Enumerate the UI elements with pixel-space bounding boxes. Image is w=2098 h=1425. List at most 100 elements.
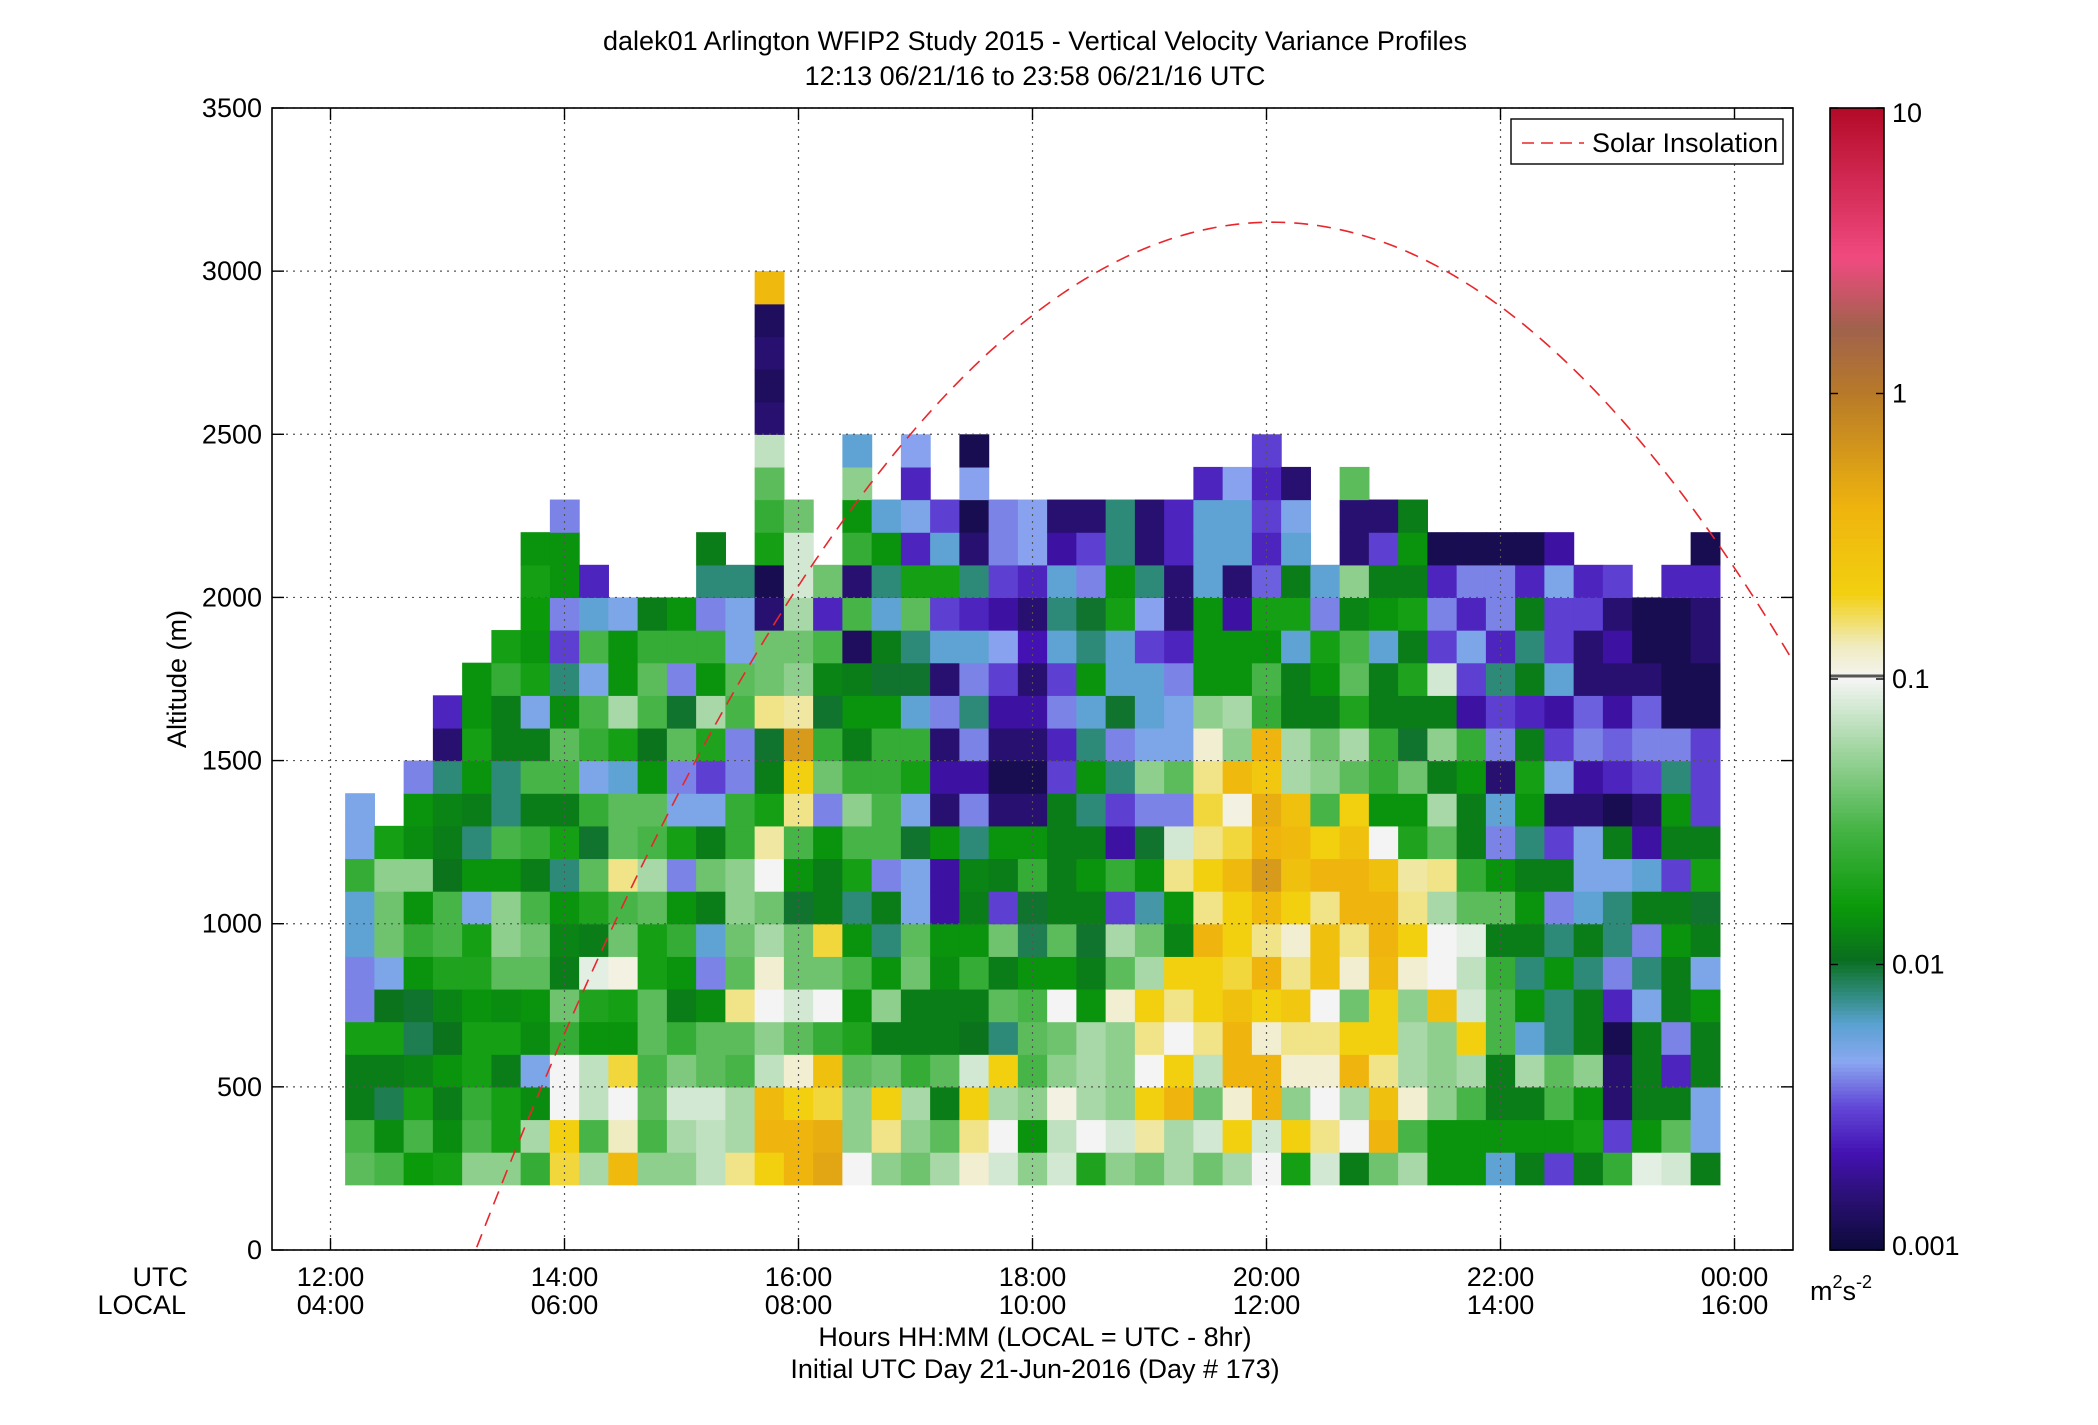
heatmap-cell xyxy=(1515,1086,1545,1121)
colorbar-strip xyxy=(1830,351,1884,357)
x-tick-label-utc: 18:00 xyxy=(999,1262,1067,1292)
heatmap-cell xyxy=(549,499,580,533)
heatmap-cell xyxy=(1047,564,1077,599)
colorbar-strip xyxy=(1830,1227,1884,1232)
colorbar-strip xyxy=(1830,279,1884,284)
heatmap-cell xyxy=(1485,564,1516,599)
colorbar-strip xyxy=(1830,328,1884,334)
colorbar-strip xyxy=(1830,302,1884,307)
heatmap-cell xyxy=(1222,760,1253,794)
heatmap-cell xyxy=(754,662,785,696)
y-tick-label: 3500 xyxy=(202,93,262,123)
colorbar-strip xyxy=(1830,488,1884,494)
heatmap-cell xyxy=(549,597,580,631)
heatmap-cell xyxy=(930,1119,960,1153)
heatmap-cell xyxy=(1339,923,1370,957)
colorbar-strip xyxy=(1830,587,1884,593)
heatmap-cell xyxy=(666,891,697,925)
heatmap-cell xyxy=(1485,825,1516,860)
heatmap-cell xyxy=(1515,597,1545,631)
heatmap-cell xyxy=(462,1021,492,1055)
heatmap-cell xyxy=(1105,1119,1136,1153)
heatmap-cell xyxy=(1076,1021,1107,1055)
heatmap-cell xyxy=(842,923,873,957)
heatmap-cell xyxy=(1632,1054,1662,1088)
heatmap-cell xyxy=(432,1086,463,1121)
heatmap-cell xyxy=(1427,695,1458,729)
heatmap-cell xyxy=(666,923,697,957)
heatmap-cell xyxy=(1105,1086,1136,1121)
heatmap-cell xyxy=(813,1054,843,1088)
heatmap-cell xyxy=(1310,891,1341,925)
heatmap-cell xyxy=(930,760,960,794)
heatmap-cell xyxy=(725,1119,756,1153)
heatmap-cell xyxy=(491,923,522,957)
colorbar-strip xyxy=(1830,701,1884,707)
colorbar-strip xyxy=(1830,557,1884,562)
heatmap-cell xyxy=(871,597,902,631)
heatmap-cell xyxy=(930,727,960,762)
heatmap-cell xyxy=(403,793,434,827)
heatmap-cell xyxy=(1105,499,1136,533)
heatmap-cell xyxy=(1164,1152,1194,1186)
heatmap-cell xyxy=(1427,1021,1458,1055)
heatmap-cell xyxy=(959,1054,990,1088)
heatmap-cell xyxy=(432,1054,463,1088)
heatmap-cell xyxy=(637,597,668,631)
x-tick-labels: 12:0004:0014:0006:0016:0008:0018:0010:00… xyxy=(297,1262,1769,1320)
heatmap-cell xyxy=(725,825,756,860)
heatmap-cell xyxy=(988,923,1019,957)
heatmap-cell xyxy=(1368,532,1399,566)
colorbar-strip xyxy=(1830,816,1884,821)
heatmap-cell xyxy=(842,466,873,501)
colorbar-strip xyxy=(1830,835,1884,840)
heatmap-cell xyxy=(959,956,990,990)
x-tick-label-local: 10:00 xyxy=(999,1290,1067,1320)
heatmap-cell xyxy=(1076,825,1107,860)
heatmap-cell xyxy=(637,1152,668,1186)
heatmap-cell xyxy=(988,760,1019,794)
heatmap-cell xyxy=(696,825,726,860)
heatmap-cell xyxy=(1602,1086,1633,1121)
heatmap-cell xyxy=(1222,564,1253,599)
legend-entry-solar-insolation: Solar Insolation xyxy=(1592,128,1778,158)
heatmap-cell xyxy=(1544,1152,1575,1186)
colorbar-strip xyxy=(1830,1044,1884,1050)
heatmap-cell xyxy=(959,923,990,957)
colorbar-strip xyxy=(1830,758,1884,764)
heatmap-cell xyxy=(1339,466,1370,501)
colorbar-strip xyxy=(1830,385,1884,391)
heatmap-cell xyxy=(1515,760,1545,794)
colorbar-strip xyxy=(1830,698,1884,703)
heatmap-cell xyxy=(1193,825,1224,860)
heatmap-cell xyxy=(637,793,668,827)
heatmap-cell xyxy=(1281,1152,1311,1186)
heatmap-cell xyxy=(1193,1152,1224,1186)
heatmap-cell xyxy=(1222,597,1253,631)
heatmap-cell xyxy=(608,988,639,1023)
heatmap-cell xyxy=(1105,760,1136,794)
heatmap-cell xyxy=(842,434,873,468)
heatmap-cell xyxy=(1398,793,1428,827)
heatmap-cell xyxy=(579,597,609,631)
heatmap-cell xyxy=(1544,793,1575,827)
heatmap-cell xyxy=(637,1021,668,1055)
heatmap-cell xyxy=(1515,695,1545,729)
heatmap-cell xyxy=(1251,923,1282,957)
heatmap-cell xyxy=(432,695,463,729)
heatmap-cell xyxy=(1193,630,1224,664)
heatmap-cell xyxy=(1310,1054,1341,1088)
colorbar-strip xyxy=(1830,108,1884,113)
heatmap-cell xyxy=(754,1054,785,1088)
heatmap-cell xyxy=(1573,760,1604,794)
heatmap-cell xyxy=(1281,564,1311,599)
colorbar-strip xyxy=(1830,884,1884,890)
heatmap-cell xyxy=(1164,956,1194,990)
heatmap-cell xyxy=(1222,793,1253,827)
heatmap-cell xyxy=(1398,662,1428,696)
heatmap-cell xyxy=(1632,858,1662,892)
heatmap-cell xyxy=(1661,988,1692,1023)
heatmap-cell xyxy=(959,662,990,696)
heatmap-cell xyxy=(1544,825,1575,860)
heatmap-cell xyxy=(988,662,1019,696)
